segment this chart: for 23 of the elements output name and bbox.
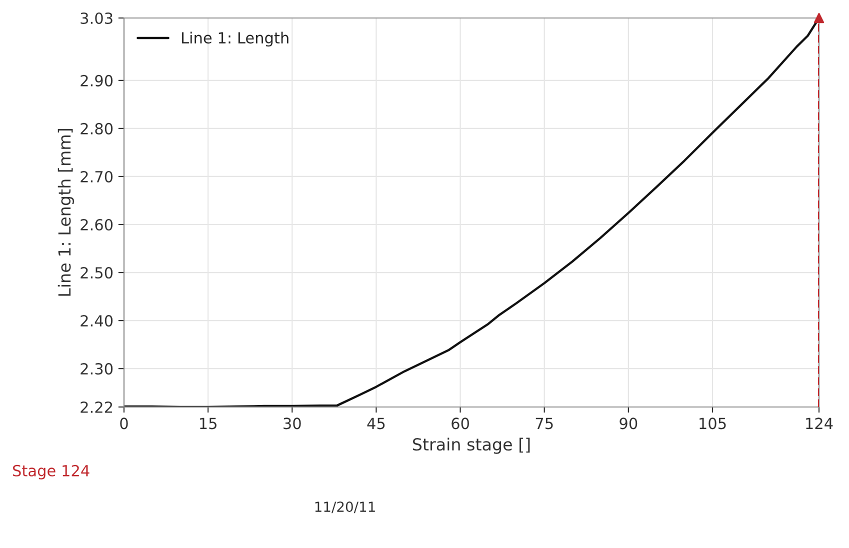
x-tick-label: 105 xyxy=(700,418,726,430)
x-tick-label: 124 xyxy=(806,418,833,430)
text: Stage 124 xyxy=(13,464,90,480)
x-tick-label: 0 xyxy=(120,418,128,430)
y-tick-label: 2.90 xyxy=(80,74,113,86)
x-tick-label: 90 xyxy=(620,418,638,430)
x-axis-title: Strain stage [] xyxy=(412,438,530,454)
y-tick-label: 2.40 xyxy=(80,315,113,327)
y-tick-label: 2.80 xyxy=(80,122,113,134)
y-axis-title: Line 1: Length [mm] xyxy=(58,129,74,296)
x-tick-label: 15 xyxy=(200,418,216,430)
y-tick-label: 3.03 xyxy=(80,12,112,24)
text: 11/20/11 xyxy=(315,502,375,514)
x-tick-label: 30 xyxy=(284,418,301,430)
y-tick-label: 2.70 xyxy=(80,170,113,183)
x-tick-label: 75 xyxy=(536,418,553,430)
y-tick-label: 2.60 xyxy=(80,218,113,231)
x-tick-label: 45 xyxy=(367,418,385,430)
x-tick-label: 60 xyxy=(452,418,469,430)
y-tick-label: 2.50 xyxy=(80,266,113,279)
legend-label: Line 1: Length xyxy=(182,32,288,47)
y-tick-label: 2.22 xyxy=(80,401,112,413)
y-tick-label: 2.30 xyxy=(80,363,113,375)
